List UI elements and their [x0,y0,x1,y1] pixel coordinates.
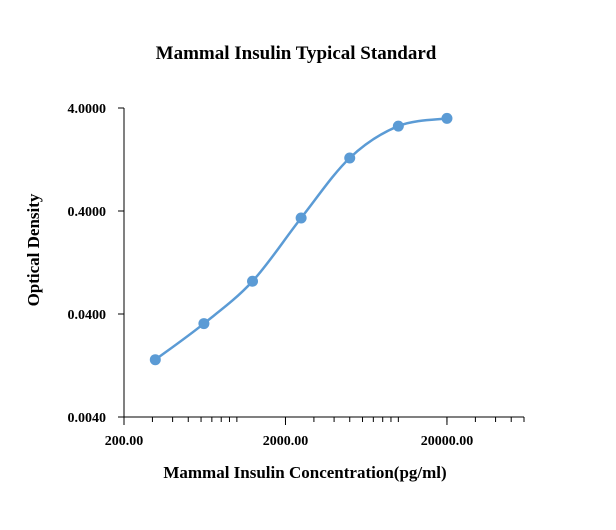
data-point [149,354,161,366]
y-tick-label: 0.0400 [68,308,107,323]
axes [118,107,525,425]
chart-title: Mammal Insulin Typical Standard [156,43,437,64]
x-axis-ticks [123,417,525,425]
y-tick-label: 0.4000 [68,205,107,220]
data-point [392,120,404,132]
x-tick-labels: 200.00 2000.00 20000.00 [105,434,473,449]
y-tick-label: 4.0000 [68,102,107,117]
plot-area [149,112,453,366]
data-point [441,112,453,124]
x-tick-label: 200.00 [105,434,144,449]
data-point [198,318,210,330]
x-tick-label: 2000.00 [263,434,309,449]
data-point [247,275,259,287]
y-tick-label: 0.0040 [68,411,107,426]
x-axis-title: Mammal Insulin Concentration(pg/ml) [163,463,446,482]
y-axis-title: Optical Density [24,193,43,306]
data-point [295,212,307,224]
x-tick-label: 20000.00 [421,434,474,449]
y-axis-ticks [118,107,124,418]
y-tick-labels: 0.0040 0.0400 0.4000 4.0000 [68,102,107,426]
data-point [344,152,356,164]
